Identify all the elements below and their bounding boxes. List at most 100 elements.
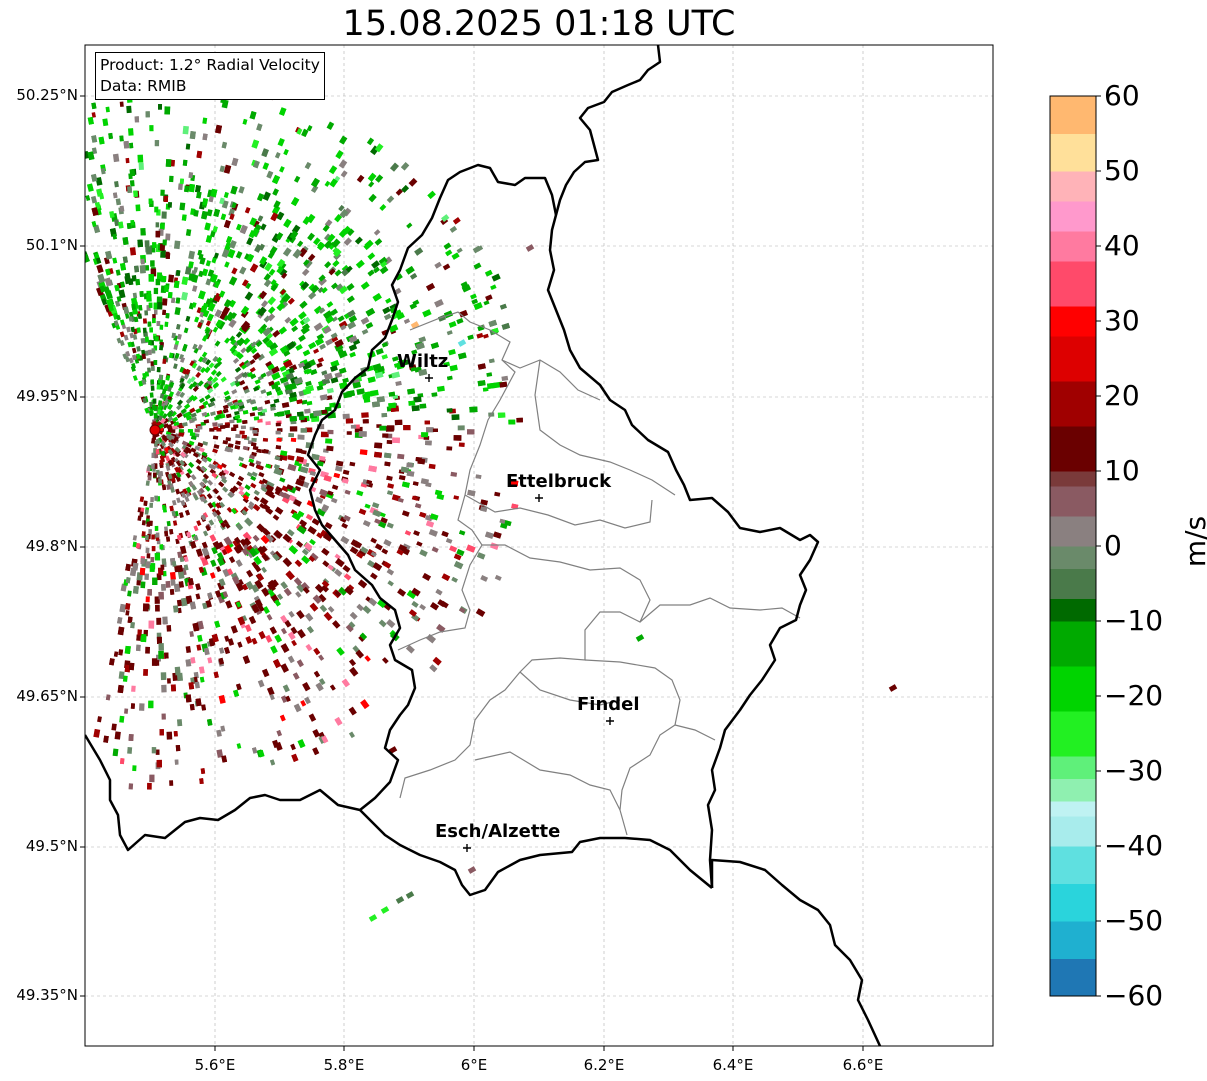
radar-echo xyxy=(180,597,188,607)
radar-echo xyxy=(164,526,169,532)
radar-echo xyxy=(175,297,181,304)
radar-echo xyxy=(173,280,180,289)
radar-echo xyxy=(387,580,394,587)
radar-echo xyxy=(198,487,205,494)
radar-echo xyxy=(309,552,319,562)
radar-echo xyxy=(145,646,151,654)
map-title: 15.08.2025 01:18 UTC xyxy=(342,4,736,44)
radar-echo xyxy=(283,359,293,369)
radar-echo xyxy=(332,259,340,268)
radar-echo xyxy=(476,332,484,339)
radar-echo xyxy=(152,314,156,320)
radar-echo xyxy=(172,425,178,430)
radar-echo xyxy=(370,572,378,580)
radar-echo xyxy=(148,700,154,709)
radar-echo xyxy=(375,174,384,183)
radar-echo xyxy=(451,414,460,421)
radar-echo xyxy=(330,497,338,504)
radar-echo xyxy=(235,251,243,259)
radar-echo xyxy=(458,442,465,447)
radar-echo xyxy=(175,460,182,467)
radar-echo xyxy=(321,370,328,376)
radar-echo xyxy=(227,638,235,646)
radar-echo xyxy=(291,511,302,521)
radar-echo xyxy=(154,206,159,213)
radar-echo xyxy=(360,281,370,290)
radar-echo xyxy=(201,411,208,417)
radar-echo xyxy=(338,159,348,169)
radar-echo xyxy=(197,321,203,328)
radar-echo xyxy=(499,381,508,388)
radar-echo xyxy=(150,563,156,570)
radar-echo xyxy=(154,553,161,561)
radar-echo xyxy=(150,361,155,367)
radar-echo xyxy=(374,543,383,551)
radar-echo xyxy=(338,586,348,596)
radar-echo xyxy=(162,616,168,625)
radar-echo xyxy=(169,780,174,786)
radar-echo xyxy=(316,333,325,341)
radar-echo xyxy=(449,364,458,372)
radar-echo xyxy=(296,609,305,620)
radar-echo xyxy=(327,429,334,435)
radar-echo xyxy=(189,131,196,140)
radar-echo xyxy=(326,387,334,394)
radar-echo xyxy=(202,117,208,124)
radar-echo xyxy=(236,337,246,347)
radar-echo xyxy=(448,321,457,328)
radar-echo xyxy=(145,336,149,342)
radar-echo xyxy=(266,614,273,621)
radar-echo xyxy=(257,546,266,555)
radar-echo xyxy=(154,596,160,604)
radar-echo xyxy=(153,405,158,411)
radar-echo xyxy=(187,577,194,586)
radar-echo xyxy=(161,379,166,386)
radar-echo xyxy=(96,264,104,274)
radar-echo xyxy=(175,390,182,397)
radar-echo xyxy=(218,290,226,298)
radar-echo xyxy=(359,449,368,456)
radar-echo xyxy=(373,451,383,458)
radar-echo xyxy=(226,506,233,513)
radar-echo xyxy=(257,215,264,222)
radar-echo xyxy=(212,422,218,427)
radar-echo xyxy=(392,437,400,444)
radar-echo xyxy=(119,101,124,107)
radar-echo xyxy=(167,678,171,684)
radar-echo xyxy=(171,510,176,517)
radar-echo xyxy=(295,448,303,454)
radar-echo xyxy=(436,385,445,392)
radar-echo xyxy=(348,706,357,716)
radar-echo xyxy=(188,172,194,179)
radar-echo xyxy=(119,758,125,765)
radar-echo xyxy=(240,305,250,315)
radar-echo xyxy=(95,176,103,186)
radar-echo xyxy=(141,353,146,360)
radar-echo xyxy=(119,603,127,613)
radar-echo xyxy=(165,580,171,588)
radar-echo xyxy=(273,467,283,476)
radar-echo xyxy=(167,480,172,486)
radar-echo xyxy=(311,453,320,461)
radar-echo xyxy=(457,425,465,431)
radar-echo xyxy=(279,376,289,384)
radar-echo xyxy=(267,579,277,590)
radar-echo xyxy=(277,411,285,417)
radar-echo xyxy=(262,606,270,614)
radar-echo xyxy=(298,334,306,342)
radar-echo xyxy=(368,465,378,473)
radar-echo xyxy=(358,635,366,642)
radar-echo xyxy=(248,458,255,464)
radar-echo xyxy=(265,360,273,368)
radar-echo xyxy=(296,659,304,668)
radar-echo xyxy=(159,223,165,231)
radar-echo xyxy=(132,562,139,571)
radar-echo xyxy=(269,693,275,701)
radar-echo xyxy=(317,242,326,251)
radar-echo xyxy=(188,183,196,193)
radar-echo xyxy=(223,390,230,396)
radar-echo xyxy=(316,508,326,517)
radar-echo xyxy=(227,248,236,259)
radar-echo xyxy=(173,240,181,250)
radar-echo xyxy=(216,320,226,330)
